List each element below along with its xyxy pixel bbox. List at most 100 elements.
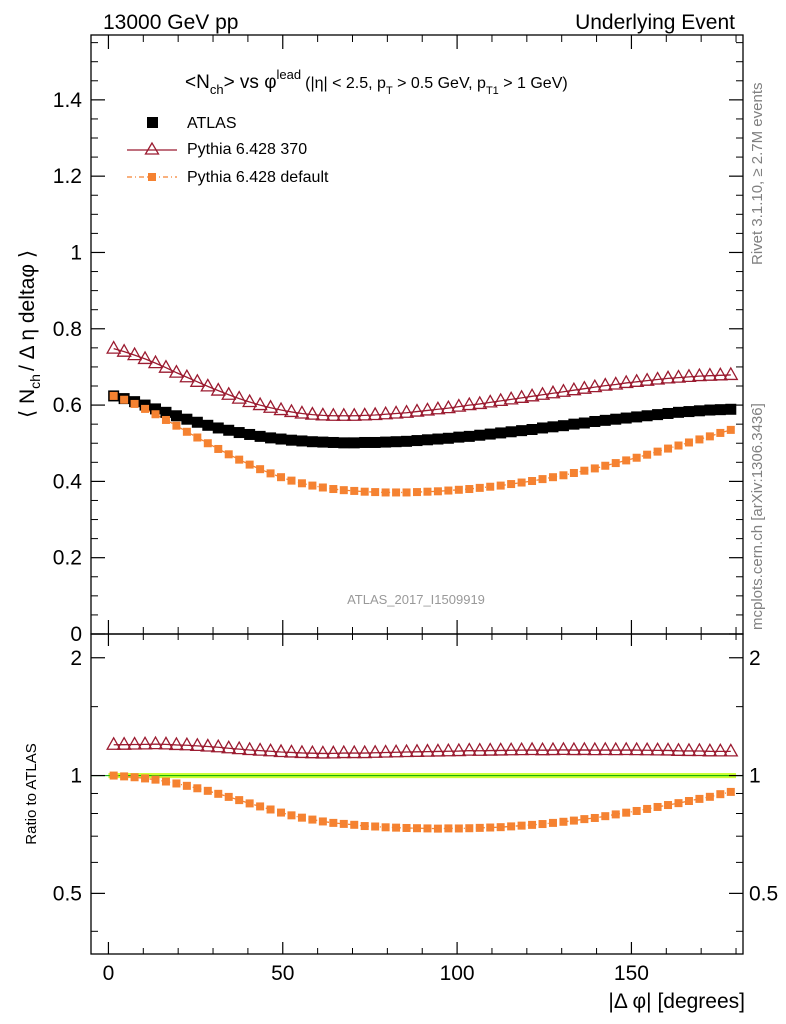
pydef-point (559, 471, 568, 480)
py370-point (670, 369, 687, 383)
atlas-point (578, 417, 590, 429)
py370-point (545, 384, 561, 399)
ratio-pydef-point (297, 813, 306, 822)
atlas-point (265, 432, 277, 444)
py370-point (534, 386, 551, 400)
ratio-pydef-point (245, 799, 254, 808)
ratio-py370-point (702, 743, 718, 757)
py370-point (555, 383, 572, 397)
atlas-point (411, 435, 423, 447)
ratio-py370-point (409, 743, 425, 757)
pydef-point (130, 399, 139, 408)
ratio-pydef-point (182, 781, 191, 790)
atlas-point (233, 427, 245, 439)
pydef-point (308, 481, 317, 490)
ratio-py370-point (503, 741, 519, 756)
title-cuts-a: (|η| < 2.5, p (305, 75, 386, 92)
ratio-series-group (106, 735, 739, 833)
py370-point (200, 378, 216, 392)
pydef-point (329, 485, 338, 494)
ratio-py370-point (639, 741, 655, 756)
ratio-pydef-point (507, 822, 516, 831)
py370-point (461, 396, 477, 411)
py370-point (273, 401, 289, 416)
ratio-pydef-point (444, 824, 453, 833)
ratio-pydef-point (308, 815, 317, 824)
ratio-py370-point (388, 743, 404, 758)
ratio-pydef-point (402, 823, 411, 832)
ratio-y-tick-label-right: 1 (749, 765, 761, 788)
py370-point (597, 377, 613, 391)
atlas-point (589, 415, 601, 427)
atlas-point (181, 413, 193, 425)
pydef-point (141, 404, 150, 413)
ratio-pydef-point (203, 786, 212, 795)
ratio-py370-point (723, 743, 739, 757)
py370-point (618, 374, 634, 389)
py370-point (106, 340, 122, 354)
ratio-y-tick-label-right: 0.5 (749, 882, 778, 905)
atlas-point (495, 427, 507, 439)
py370-point (660, 370, 676, 384)
ratio-panel-frame (90, 633, 744, 955)
ratio-pydef-point (486, 823, 495, 832)
ratio-py370-point (336, 744, 352, 759)
py370-point (283, 403, 300, 418)
legend-pydef-marker (148, 173, 156, 181)
ratio-pydef-point (643, 804, 652, 813)
ratio-py370-point (231, 740, 247, 755)
pydef-point (360, 487, 369, 496)
pydef-point (454, 485, 463, 494)
pydef-point (423, 487, 432, 496)
atlas-point (484, 428, 496, 440)
ratio-pydef-point (433, 824, 442, 833)
ratio-pydef-point (339, 819, 348, 828)
py370-point (723, 366, 739, 381)
pydef-point (381, 488, 390, 497)
atlas-point (547, 421, 559, 433)
ratio-py370-point (294, 744, 310, 759)
pydef-point (371, 488, 380, 497)
py370-point (294, 405, 310, 419)
ratio-pydef-point (664, 801, 673, 810)
py370-point (242, 393, 258, 408)
ratio-py370-point (440, 742, 456, 757)
pydef-point (151, 410, 160, 419)
legend: ATLAS Pythia 6.428 370 Pythia 6.428 defa… (127, 115, 329, 186)
pydef-point (548, 473, 557, 482)
pydef-point (684, 438, 693, 447)
ratio-py370-point (147, 735, 164, 750)
title-main: <N (185, 72, 210, 93)
ratio-py370-point (660, 742, 676, 756)
ratio-pydef-point (559, 817, 568, 826)
ratio-py370-point (200, 738, 216, 752)
ratio-pydef-point (580, 815, 589, 824)
legend-atlas-label: ATLAS (187, 115, 237, 132)
pydef-point (528, 477, 537, 486)
ratio-pydef-point (381, 823, 390, 832)
ratio-py370-point (597, 741, 613, 756)
legend-atlas-marker (147, 117, 158, 128)
ratio-pydef-point (172, 779, 181, 788)
ratio-pydef-point (193, 784, 202, 793)
pydef-point (224, 450, 233, 459)
ratio-pydef-point (235, 796, 244, 805)
atlas-point (212, 422, 224, 434)
py370-point (524, 387, 540, 402)
ylabel-sub: ch (27, 374, 43, 389)
pydef-point (674, 441, 683, 450)
atlas-point (631, 411, 643, 423)
ratio-pydef-point (423, 824, 432, 833)
ratio-py370-point (566, 741, 582, 756)
ratio-py370-point (242, 741, 258, 756)
atlas-point (568, 418, 580, 430)
ratio-pydef-point (224, 792, 233, 801)
atlas-point (641, 410, 653, 422)
ratio-py370-point (273, 743, 289, 758)
py370-point (304, 406, 321, 420)
atlas-point (453, 431, 465, 443)
py370-point (336, 407, 352, 421)
ratio-pydef-point (632, 806, 641, 815)
y-tick-label: 0.8 (53, 318, 82, 341)
